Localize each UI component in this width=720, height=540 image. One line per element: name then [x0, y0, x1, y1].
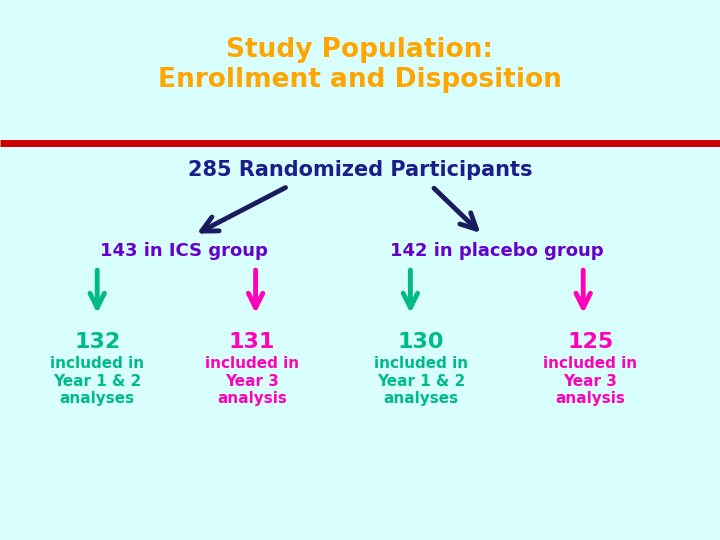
Text: included in
Year 1 & 2
analyses: included in Year 1 & 2 analyses: [50, 356, 144, 406]
Text: 285 Randomized Participants: 285 Randomized Participants: [188, 160, 532, 180]
Text: 130: 130: [398, 332, 444, 352]
Text: 125: 125: [567, 332, 613, 352]
Text: 142 in placebo group: 142 in placebo group: [390, 242, 603, 260]
Text: 131: 131: [229, 332, 275, 352]
Text: included in
Year 1 & 2
analyses: included in Year 1 & 2 analyses: [374, 356, 468, 406]
Text: included in
Year 3
analysis: included in Year 3 analysis: [205, 356, 299, 406]
Text: 143 in ICS group: 143 in ICS group: [99, 242, 268, 260]
Text: Study Population:
Enrollment and Disposition: Study Population: Enrollment and Disposi…: [158, 37, 562, 93]
Text: 132: 132: [74, 332, 120, 352]
Text: included in
Year 3
analysis: included in Year 3 analysis: [544, 356, 637, 406]
